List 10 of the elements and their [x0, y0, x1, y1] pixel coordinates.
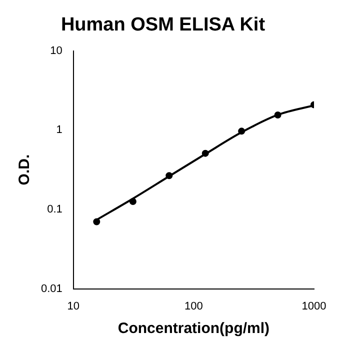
x-axis-title: Concentration(pg/ml)	[118, 320, 270, 338]
x-tick-label: 100	[184, 300, 203, 312]
y-tick-label: 1	[56, 124, 62, 136]
y-tick-label: 0.01	[40, 282, 62, 295]
y-axis-title: O.D.	[16, 154, 34, 186]
x-tick-label: 10	[67, 300, 80, 312]
y-tick-label: 10	[50, 44, 62, 57]
x-tick-label: 1000	[302, 300, 326, 312]
chart-title: Human OSM ELISA Kit	[60, 14, 266, 36]
y-tick-label: 0.1	[47, 204, 62, 216]
